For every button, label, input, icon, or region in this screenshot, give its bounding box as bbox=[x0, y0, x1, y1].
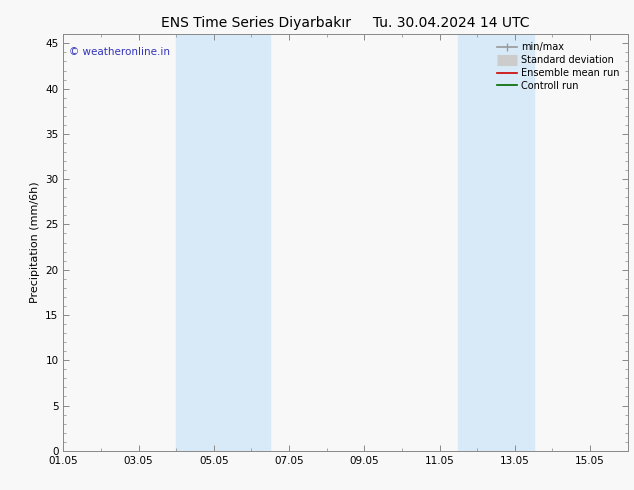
Bar bbox=[176, 34, 270, 451]
Legend: min/max, Standard deviation, Ensemble mean run, Controll run: min/max, Standard deviation, Ensemble me… bbox=[494, 39, 623, 94]
Title: ENS Time Series Diyarbakır     Tu. 30.04.2024 14 UTC: ENS Time Series Diyarbakır Tu. 30.04.202… bbox=[161, 16, 530, 30]
Y-axis label: Precipitation (mm/6h): Precipitation (mm/6h) bbox=[30, 182, 40, 303]
Text: © weatheronline.in: © weatheronline.in bbox=[69, 47, 170, 57]
Bar bbox=[458, 34, 534, 451]
